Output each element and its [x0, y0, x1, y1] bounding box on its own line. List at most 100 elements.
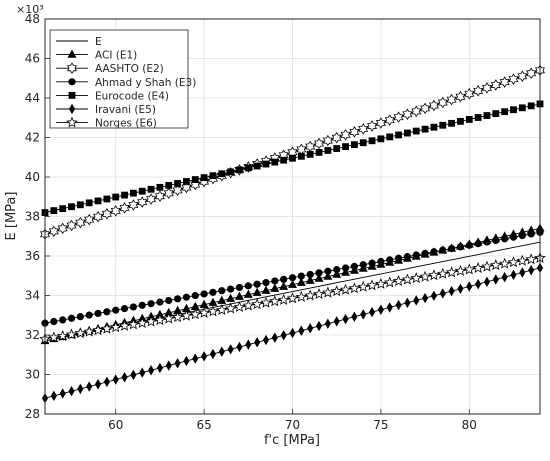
- data-point: [420, 102, 431, 115]
- data-point: [233, 301, 246, 313]
- data-point: [492, 236, 500, 245]
- data-point: [448, 119, 456, 127]
- data-point: [182, 293, 191, 301]
- data-point: [508, 73, 519, 85]
- data-point: [252, 287, 262, 296]
- data-point: [277, 293, 290, 305]
- data-point: [127, 318, 140, 330]
- data-point: [235, 283, 244, 292]
- data-point: [437, 96, 448, 109]
- data-point: [59, 388, 66, 399]
- legend-marker: [66, 116, 78, 128]
- series-4: [41, 100, 544, 216]
- data-point: [165, 360, 172, 371]
- data-point: [510, 269, 517, 281]
- data-point: [348, 282, 361, 294]
- series-layer: [39, 64, 546, 404]
- data-point: [412, 251, 420, 259]
- legend-entry: Iravani (E5): [56, 103, 156, 116]
- data-point: [386, 133, 394, 141]
- data-point: [198, 306, 210, 318]
- legend-entry: AASHTO (E2): [56, 62, 164, 75]
- data-point: [527, 230, 535, 238]
- data-point: [121, 372, 128, 383]
- x-tick-label: 70: [285, 418, 300, 432]
- data-point: [218, 287, 226, 295]
- data-point: [421, 249, 429, 257]
- data-point: [525, 253, 537, 265]
- data-point: [103, 376, 110, 388]
- data-point: [129, 189, 137, 197]
- data-point: [357, 280, 369, 292]
- data-point: [156, 362, 163, 374]
- data-point: [163, 187, 174, 200]
- data-point: [189, 308, 202, 320]
- data-point: [121, 191, 128, 199]
- data-point: [342, 313, 349, 325]
- data-point: [324, 267, 332, 275]
- data-point: [404, 297, 411, 308]
- data-point: [75, 216, 86, 229]
- data-point: [349, 126, 360, 138]
- data-point: [384, 114, 395, 126]
- data-point: [262, 334, 270, 346]
- data-point: [446, 93, 457, 106]
- data-point: [481, 82, 492, 94]
- x-tick-label: 80: [462, 418, 477, 432]
- data-point: [403, 253, 412, 261]
- data-point: [465, 116, 473, 123]
- data-point: [359, 139, 367, 147]
- data-point: [227, 285, 235, 293]
- data-point: [165, 296, 173, 305]
- data-point: [109, 321, 122, 333]
- data-point: [445, 266, 458, 278]
- data-point: [439, 288, 446, 299]
- data-point: [297, 152, 305, 160]
- data-point: [359, 261, 367, 269]
- data-point: [306, 270, 314, 279]
- data-point: [154, 314, 166, 326]
- data-point: [76, 313, 84, 321]
- data-point: [244, 164, 252, 172]
- data-point: [330, 285, 343, 297]
- data-point: [457, 117, 464, 125]
- data-point: [262, 278, 270, 287]
- data-point: [74, 327, 87, 339]
- ticks: 60 65 70 75 80 28 30 32 34 36 38 40 42 44 46 48: [25, 12, 477, 432]
- data-point: [332, 269, 342, 278]
- data-point: [288, 279, 297, 288]
- legend-label: Norges (E6): [95, 118, 157, 130]
- data-point: [56, 329, 69, 341]
- data-point: [66, 219, 77, 232]
- data-point: [463, 263, 476, 275]
- data-point: [297, 272, 305, 280]
- legend-label: AASHTO (E2): [95, 63, 164, 75]
- legend-marker: [68, 92, 76, 99]
- x-tick-label: 75: [373, 418, 388, 432]
- data-point: [466, 281, 473, 292]
- data-point: [367, 120, 378, 132]
- data-point: [67, 314, 76, 322]
- data-point: [314, 273, 324, 282]
- data-point: [455, 90, 466, 103]
- y-axis-label: E [MPa]: [4, 192, 19, 241]
- data-point: [375, 277, 387, 289]
- data-point: [227, 344, 234, 355]
- data-point: [68, 386, 75, 397]
- data-point: [243, 289, 253, 298]
- data-point: [183, 355, 190, 367]
- data-point: [173, 295, 182, 303]
- data-point: [94, 379, 102, 390]
- y-tick-label: 32: [25, 328, 40, 342]
- y-multiplier-label: ×10³: [16, 3, 44, 16]
- data-point: [154, 190, 165, 202]
- data-point: [340, 128, 351, 141]
- data-point: [251, 298, 263, 310]
- legend-label: Eurocode (E4): [95, 90, 169, 102]
- legend-entry: ACI (E1): [56, 49, 137, 62]
- data-point: [128, 199, 139, 211]
- data-point: [270, 283, 280, 292]
- data-point: [395, 131, 402, 139]
- data-point: [110, 205, 121, 217]
- data-point: [76, 201, 84, 209]
